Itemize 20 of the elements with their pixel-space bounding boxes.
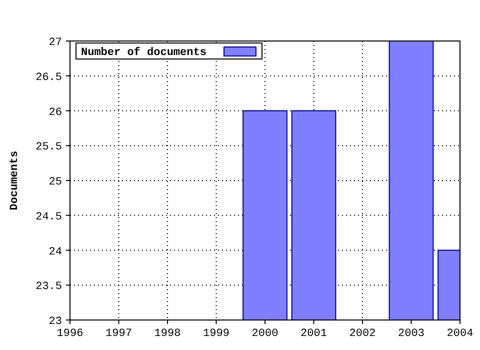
y-axis-title: Documents (9, 150, 21, 210)
legend-label: Number of documents (81, 46, 206, 59)
x-tick-label: 1997 (106, 328, 132, 340)
x-tick-label: 1999 (203, 328, 230, 340)
x-tick-label: 2004 (446, 328, 474, 340)
y-tick-label: 26.5 (36, 72, 62, 84)
y-tick-label: 24.5 (36, 211, 62, 224)
y-tick-label: 23 (48, 316, 62, 328)
x-tick-label: 1998 (154, 328, 181, 340)
x-tick-label: 2001 (300, 328, 328, 340)
y-tick-label: 27 (48, 37, 62, 49)
y-tick-label: 23.5 (36, 281, 62, 294)
y-tick-label: 24 (48, 246, 62, 258)
x-tick-label: 2003 (398, 328, 424, 340)
y-tick-label: 26 (48, 106, 62, 119)
x-tick-label: 1996 (56, 328, 84, 340)
x-tick-label: 2002 (349, 328, 376, 340)
y-tick-label: 25 (48, 176, 62, 188)
x-tick-label: 2000 (252, 328, 278, 340)
y-tick-label: 25.5 (36, 142, 62, 154)
